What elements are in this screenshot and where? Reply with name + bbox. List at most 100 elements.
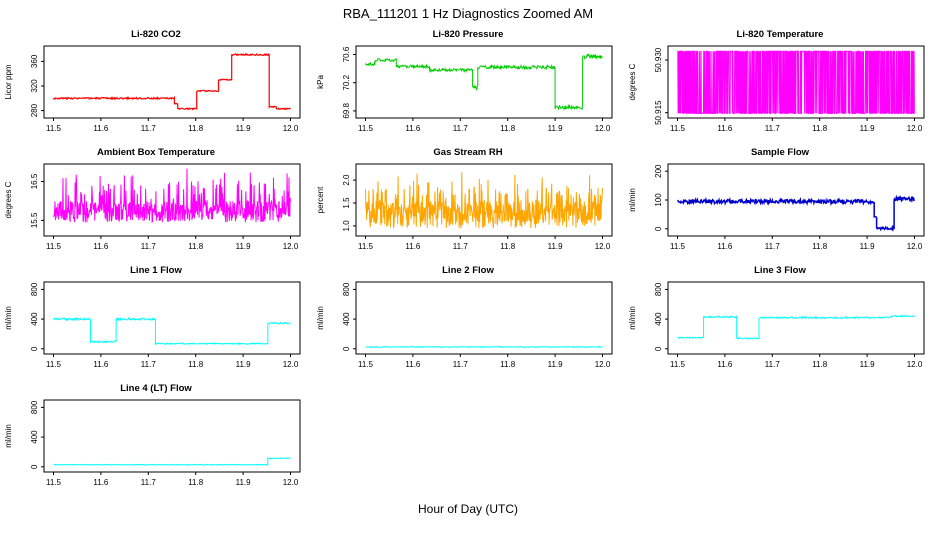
svg-text:0: 0 [654,226,663,231]
svg-text:11.7: 11.7 [765,242,781,251]
svg-text:11.6: 11.6 [717,242,733,251]
svg-text:11.9: 11.9 [860,242,876,251]
ambient-box-temperature-plot: 11.5 11.6 11.7 11.8 11.9 12.0 15.5 16.5 degrees … [4,163,301,251]
svg-text:320: 320 [30,79,39,93]
gas-stream-rh-plot: 11.5 11.6 11.7 11.8 11.9 12.0 1.0 1.5 2.0 percent [316,163,613,251]
chart-title: Line 3 Flow [754,265,806,276]
li820-pressure-plot: 11.5 11.6 11.7 11.8 11.9 12.0 69.8 70.2 70.6 kPa [316,45,613,133]
sample-flow-plot: 11.5 11.6 11.7 11.8 11.9 12.0 0 100 200 ml/min [628,163,925,251]
svg-text:11.5: 11.5 [46,124,62,133]
svg-text:ml/min: ml/min [4,306,13,330]
svg-text:69.8: 69.8 [342,103,351,119]
svg-text:2.0: 2.0 [342,174,351,186]
svg-text:11.5: 11.5 [358,242,374,251]
svg-text:11.9: 11.9 [860,360,876,369]
svg-text:50.930: 50.930 [654,47,663,72]
li820-co2-plot: 11.5 11.6 11.7 11.8 11.9 12.0 280 320 360 Licor p… [4,45,301,133]
chart-title: Gas Stream RH [433,147,503,158]
panel-li820-pressure: Li-820 Pressure 11.5 11.6 11.7 11.8 11.9 12.0… [312,28,624,146]
svg-text:11.9: 11.9 [236,360,252,369]
svg-text:11.9: 11.9 [548,360,564,369]
svg-text:11.6: 11.6 [405,124,421,133]
line2-flow-plot: 11.5 11.6 11.7 11.8 11.9 12.0 0 400 800 ml/min [316,281,613,369]
chart-title: Sample Flow [750,147,810,158]
svg-text:280: 280 [30,103,39,117]
svg-text:11.7: 11.7 [765,124,781,133]
svg-text:360: 360 [30,54,39,68]
svg-text:degrees C: degrees C [628,63,637,100]
svg-text:12.0: 12.0 [595,360,611,369]
svg-text:12.0: 12.0 [907,360,923,369]
svg-text:12.0: 12.0 [595,124,611,133]
chart-title: Line 1 Flow [130,265,182,276]
chart-title: Li-820 CO2 [131,29,181,40]
x-axis-label: Hour of Day (UTC) [417,502,518,516]
svg-text:11.5: 11.5 [670,360,686,369]
panel-li820-co2: Li-820 CO2 11.5 11.6 11.7 11.8 11.9 12.0 280 32… [0,28,312,146]
svg-text:11.9: 11.9 [236,478,252,487]
svg-text:11.7: 11.7 [453,242,469,251]
svg-text:ml/min: ml/min [628,306,637,330]
svg-text:ml/min: ml/min [316,306,325,330]
svg-text:11.6: 11.6 [93,360,109,369]
svg-text:11.7: 11.7 [765,360,781,369]
svg-text:11.6: 11.6 [93,124,109,133]
svg-text:11.6: 11.6 [405,242,421,251]
chart-title: Li-820 Temperature [736,29,824,40]
svg-text:0: 0 [30,346,39,351]
svg-text:11.6: 11.6 [93,242,109,251]
svg-text:11.5: 11.5 [358,124,374,133]
panel-gas-stream-rh: Gas Stream RH 11.5 11.6 11.7 11.8 11.9 12.0 1.… [312,146,624,264]
svg-text:ml/min: ml/min [628,188,637,212]
svg-text:11.5: 11.5 [46,242,62,251]
panel-line4-flow: Line 4 (LT) Flow 11.5 11.6 11.7 11.8 11.9 12.… [0,382,312,500]
line4-flow-plot: 11.5 11.6 11.7 11.8 11.9 12.0 0 400 800 ml/min [4,399,301,487]
chart-title: Line 4 (LT) Flow [120,383,192,394]
svg-text:400: 400 [342,312,351,326]
svg-text:100: 100 [654,193,663,207]
svg-text:11.6: 11.6 [93,478,109,487]
panel-line3-flow: Line 3 Flow 11.5 11.6 11.7 11.8 11.9 12.0 0 400… [624,264,936,382]
svg-text:Licor ppm: Licor ppm [4,64,13,99]
svg-text:11.9: 11.9 [236,124,252,133]
charts-grid: Li-820 CO2 11.5 11.6 11.7 11.8 11.9 12.0 280 32… [0,28,936,500]
svg-text:15.5: 15.5 [30,212,39,228]
svg-text:800: 800 [654,282,663,296]
svg-text:ml/min: ml/min [4,424,13,448]
panel-sample-flow: Sample Flow 11.5 11.6 11.7 11.8 11.9 12.0 0 100… [624,146,936,264]
svg-text:11.5: 11.5 [358,360,374,369]
svg-text:11.6: 11.6 [717,124,733,133]
page-title: RBA_111201 1 Hz Diagnostics Zoomed AM [342,6,594,21]
svg-text:kPa: kPa [316,75,325,89]
svg-text:400: 400 [30,312,39,326]
svg-text:11.9: 11.9 [236,242,252,251]
svg-text:800: 800 [30,282,39,296]
line3-flow-plot: 11.5 11.6 11.7 11.8 11.9 12.0 0 400 800 ml/min [628,281,925,369]
svg-text:11.7: 11.7 [141,242,157,251]
svg-text:12.0: 12.0 [283,360,299,369]
svg-text:12.0: 12.0 [595,242,611,251]
svg-text:11.6: 11.6 [405,360,421,369]
svg-text:11.5: 11.5 [670,124,686,133]
chart-title: Li-820 Pressure [432,29,504,40]
svg-text:11.8: 11.8 [500,242,516,251]
panel-line2-flow: Line 2 Flow 11.5 11.6 11.7 11.8 11.9 12.0 0 400… [312,264,624,382]
svg-text:1.0: 1.0 [342,220,351,232]
svg-text:800: 800 [342,282,351,296]
svg-text:200: 200 [654,164,663,178]
svg-text:11.8: 11.8 [812,242,828,251]
svg-text:12.0: 12.0 [907,124,923,133]
svg-text:400: 400 [30,430,39,444]
svg-text:70.6: 70.6 [342,46,351,62]
svg-text:percent: percent [316,186,325,213]
svg-text:11.7: 11.7 [453,124,469,133]
svg-text:11.9: 11.9 [548,242,564,251]
svg-text:800: 800 [30,400,39,414]
svg-text:1.5: 1.5 [342,197,351,209]
panel-ambient-box-temperature: Ambient Box Temperature 11.5 11.6 11.7 11.8… [0,146,312,264]
svg-text:0: 0 [654,346,663,351]
panel-li820-temperature: Li-820 Temperature 11.5 11.6 11.7 11.8 11.9 1… [624,28,936,146]
svg-text:degrees C: degrees C [4,181,13,218]
svg-text:11.8: 11.8 [500,124,516,133]
